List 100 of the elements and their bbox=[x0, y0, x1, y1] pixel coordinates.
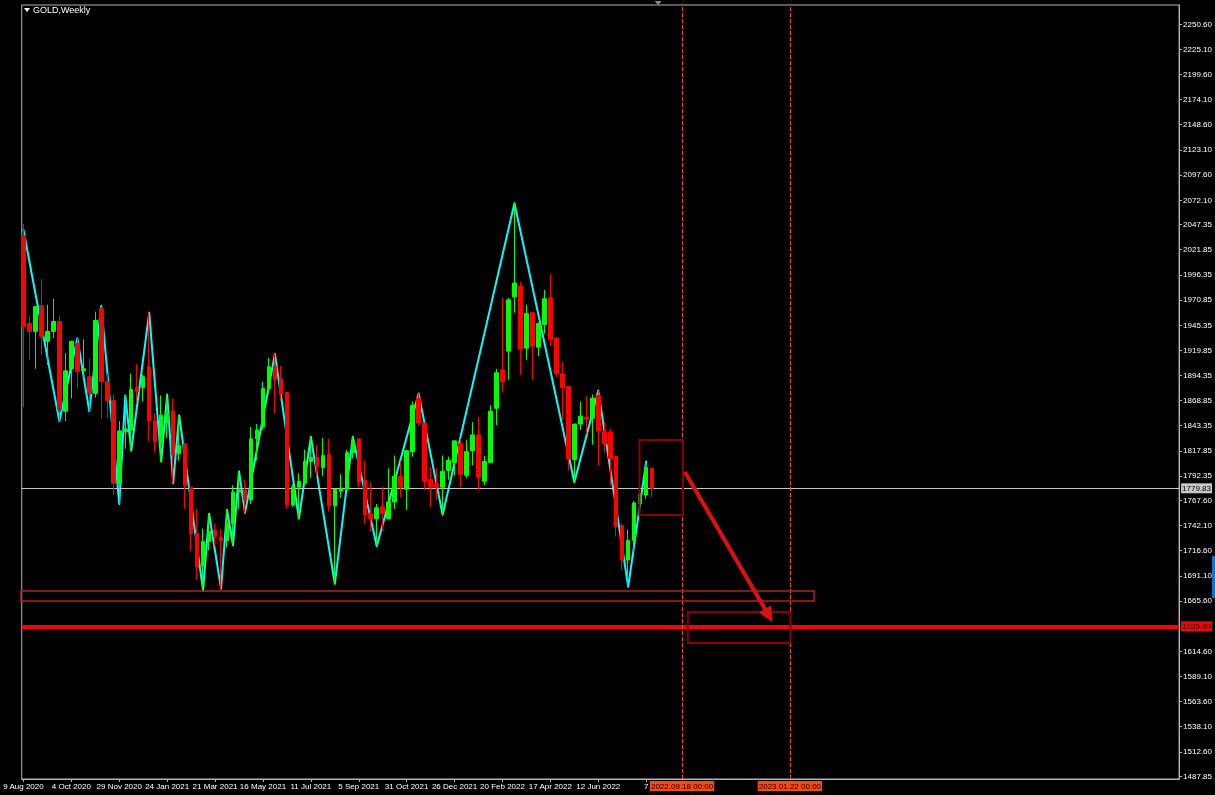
candlestick bbox=[590, 393, 595, 446]
y-tick-label: 2072.10 bbox=[1183, 195, 1213, 205]
candlestick bbox=[243, 478, 247, 514]
candlestick bbox=[75, 337, 80, 390]
candlestick bbox=[380, 486, 385, 533]
x-tick-label: 26 Dec 2021 bbox=[431, 781, 478, 791]
x-tick-label: 20 Feb 2022 bbox=[480, 781, 526, 791]
candlestick bbox=[255, 423, 259, 462]
candlestick bbox=[524, 304, 529, 361]
x-tick-label: 4 Oct 2020 bbox=[51, 781, 92, 791]
line-series bbox=[22, 202, 648, 592]
y-tick-label: 1945.35 bbox=[1183, 320, 1213, 330]
y-tick-label: 1817.85 bbox=[1183, 446, 1213, 456]
y-tick-label: 1512.60 bbox=[1183, 747, 1213, 757]
ref-line-label: 2022.09.18 00:00 bbox=[650, 781, 714, 791]
y-tick-label: 1589.10 bbox=[1183, 671, 1213, 681]
candlestick bbox=[327, 438, 331, 512]
x-tick-label: 12 Jun 2022 bbox=[576, 781, 621, 791]
candlestick bbox=[39, 278, 44, 356]
candlestick bbox=[464, 439, 469, 479]
x-tick-label: 21 Mar 2021 bbox=[192, 781, 239, 791]
candlestick bbox=[87, 358, 92, 412]
candlestick bbox=[165, 393, 169, 439]
candlestick bbox=[476, 416, 481, 490]
candlestick bbox=[644, 461, 648, 500]
candlestick bbox=[57, 315, 62, 422]
candlestick bbox=[147, 312, 151, 442]
candlestick bbox=[530, 312, 535, 381]
candlestick bbox=[398, 461, 403, 498]
x-tick-label: 7 bbox=[643, 781, 649, 791]
candlestick bbox=[81, 338, 86, 381]
ref-line-label: 1639.89 bbox=[1182, 621, 1212, 631]
y-tick-label: 2047.35 bbox=[1183, 220, 1213, 230]
y-tick-label: 1843.35 bbox=[1183, 421, 1213, 431]
y-tick-label: 1665.60 bbox=[1183, 596, 1213, 606]
candlestick bbox=[303, 449, 307, 486]
candlestick bbox=[315, 444, 319, 477]
candlestick bbox=[177, 414, 181, 462]
candlestick bbox=[141, 374, 145, 402]
y-tick-label: 2199.60 bbox=[1183, 69, 1213, 79]
y-tick-label: 1691.10 bbox=[1183, 571, 1213, 581]
candlestick bbox=[458, 438, 463, 488]
candlestick bbox=[171, 397, 175, 484]
candlestick bbox=[440, 455, 445, 516]
candlestick bbox=[189, 486, 193, 552]
candlestick bbox=[207, 513, 211, 551]
ref-line-label: 2023.01.22 00:00 bbox=[758, 781, 822, 791]
y-tick-label: 1742.10 bbox=[1183, 521, 1213, 530]
candlestick bbox=[500, 297, 505, 393]
y-tick-label: 2225.10 bbox=[1183, 44, 1213, 54]
candlestick bbox=[506, 297, 511, 381]
x-tick-label: 24 Jan 2021 bbox=[145, 781, 190, 791]
candlestick bbox=[93, 311, 98, 398]
candlestick bbox=[374, 503, 379, 547]
candlestick bbox=[267, 357, 271, 394]
candlestick bbox=[225, 509, 229, 548]
candlestick bbox=[512, 202, 517, 314]
y-tick-label: 1716.60 bbox=[1183, 546, 1213, 556]
candlestick bbox=[650, 466, 654, 498]
candlestick bbox=[135, 363, 139, 402]
candlestick bbox=[213, 523, 217, 546]
y-tick-label: 1487.85 bbox=[1183, 771, 1213, 781]
candlestick bbox=[237, 470, 241, 510]
y-tick-label: 1767.60 bbox=[1183, 495, 1213, 505]
y-tick-label: 2174.10 bbox=[1183, 95, 1213, 105]
y-tick-label: 1563.60 bbox=[1183, 697, 1213, 706]
x-tick-label: 11 Jul 2021 bbox=[290, 781, 332, 791]
y-tick-label: 2148.60 bbox=[1183, 120, 1213, 130]
candlestick bbox=[309, 436, 313, 479]
candlestick bbox=[201, 528, 205, 592]
candlestick bbox=[219, 528, 223, 590]
candlestick bbox=[321, 437, 325, 477]
candlestick bbox=[69, 340, 74, 399]
y-tick-label: 1538.10 bbox=[1183, 722, 1213, 732]
candlestick bbox=[291, 483, 295, 508]
candlestick bbox=[620, 523, 624, 571]
candlestick bbox=[183, 443, 187, 510]
chart-title: GOLD,Weekly bbox=[33, 4, 91, 15]
y-tick-label: 1970.85 bbox=[1183, 295, 1213, 305]
candlestick bbox=[333, 488, 337, 585]
candlestick bbox=[231, 484, 235, 546]
y-tick-label: 2123.10 bbox=[1183, 145, 1213, 155]
y-tick-label: 1792.35 bbox=[1183, 471, 1213, 481]
candlestick bbox=[632, 500, 636, 558]
candlestick bbox=[273, 353, 277, 414]
y-tick-label: 2250.60 bbox=[1183, 19, 1213, 29]
candlestick bbox=[518, 281, 523, 376]
candlestick bbox=[297, 472, 301, 520]
candlestick bbox=[249, 426, 253, 505]
y-tick-label: 2021.85 bbox=[1183, 245, 1213, 255]
x-tick-label: 5 Sep 2021 bbox=[338, 781, 380, 791]
y-tick-label: 1868.85 bbox=[1183, 396, 1213, 406]
y-tick-label: 1894.35 bbox=[1183, 370, 1213, 380]
candlestick bbox=[339, 473, 343, 499]
y-tick-label: 1919.85 bbox=[1183, 345, 1213, 355]
candlestick bbox=[153, 412, 157, 454]
y-tick-label: 2097.60 bbox=[1183, 170, 1213, 180]
candlestick bbox=[33, 305, 38, 370]
candlestick bbox=[351, 436, 355, 460]
candlestick bbox=[626, 529, 630, 588]
